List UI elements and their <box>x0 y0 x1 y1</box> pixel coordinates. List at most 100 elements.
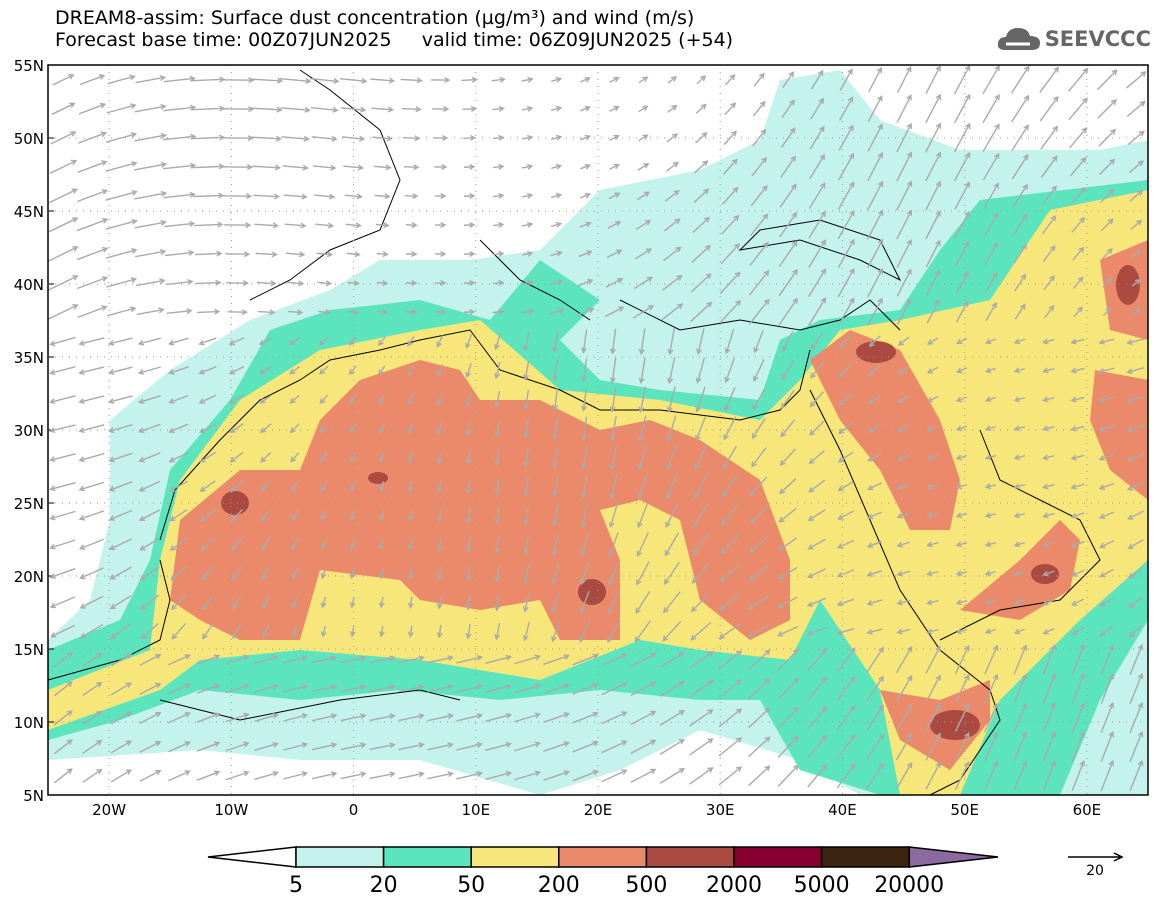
wind-arrow <box>320 452 328 463</box>
wind-arrow <box>637 473 648 500</box>
wind-arrow <box>637 502 649 529</box>
wind-arrow <box>349 394 357 405</box>
wind-arrow <box>195 279 222 286</box>
wind-arrow <box>837 267 855 298</box>
wind-arrow <box>53 710 73 726</box>
wind-arrow <box>694 474 708 499</box>
wind-arrow <box>581 358 588 383</box>
wind-arrow <box>514 654 542 665</box>
wind-arrow <box>436 508 443 523</box>
wind-arrow <box>750 185 768 207</box>
lat-label: 35N <box>14 349 44 367</box>
wind-arrow <box>718 623 741 640</box>
wind-arrow <box>696 328 705 355</box>
wind-arrow <box>1012 213 1028 236</box>
wind-arrow <box>405 309 418 316</box>
wind-arrow <box>1013 243 1027 264</box>
wind-arrow <box>78 102 107 115</box>
wind-arrow <box>1129 643 1144 676</box>
wind-arrow <box>695 386 706 413</box>
wind-arrow <box>283 713 309 722</box>
wind-arrow <box>523 447 530 468</box>
wind-arrow <box>376 280 389 287</box>
wind-arrow <box>953 64 971 95</box>
wind-arrow <box>665 473 678 500</box>
wind-arrow <box>436 421 443 436</box>
wind-arrow <box>53 681 73 697</box>
wind-arrow <box>808 239 827 268</box>
wind-arrow <box>836 647 856 673</box>
wind-arrow <box>549 279 564 286</box>
wind-arrow <box>106 277 138 288</box>
wind-arrow <box>262 624 270 639</box>
wind-arrow <box>523 418 530 439</box>
wind-arrow <box>748 736 771 758</box>
wind-arrow <box>200 566 215 581</box>
lat-label: 50N <box>14 130 44 148</box>
wind-arrow <box>106 306 137 317</box>
wind-arrow <box>465 334 473 349</box>
wind-arrow <box>984 731 999 762</box>
wind-arrow <box>283 742 309 751</box>
wind-arrow <box>260 480 272 493</box>
wind-arrow <box>664 190 680 202</box>
wind-arrow <box>494 477 501 496</box>
wind-arrow <box>378 452 385 464</box>
wind-arrow <box>1010 65 1030 94</box>
wind-arrow <box>721 186 739 205</box>
wind-arrow <box>630 739 657 755</box>
wind-arrow <box>82 710 103 725</box>
wind-arrow <box>954 181 970 210</box>
wind-arrow <box>551 533 559 556</box>
wind-arrow <box>49 567 76 579</box>
wind-arrow <box>196 770 221 781</box>
wind-arrow <box>1011 124 1029 151</box>
wind-arrow <box>630 681 657 697</box>
wind-arrow <box>170 594 187 611</box>
wind-arrow <box>1101 248 1113 260</box>
wind-arrow <box>1042 396 1055 403</box>
wind-arrow <box>552 475 559 498</box>
wind-arrow <box>494 361 501 380</box>
wind-arrow <box>48 304 79 320</box>
wind-arrow <box>896 599 911 606</box>
wind-arrow <box>407 538 414 551</box>
dust-level-500 <box>578 579 606 605</box>
wind-arrow <box>49 336 76 347</box>
wind-arrow <box>315 222 335 229</box>
wind-arrow <box>225 654 250 665</box>
wind-arrow <box>984 760 999 791</box>
wind-arrow <box>663 246 682 262</box>
wind-arrow <box>926 599 939 606</box>
wind-arrow <box>492 192 505 199</box>
dust-level-200 <box>810 330 960 530</box>
wind-arrow <box>984 570 997 577</box>
wind-vectors <box>48 64 1147 792</box>
wind-arrow <box>49 366 76 376</box>
wind-arrow <box>340 742 367 751</box>
wind-arrow <box>836 539 855 549</box>
wind-arrow <box>311 742 338 751</box>
wind-arrow <box>82 681 103 696</box>
wind-arrow <box>776 625 799 637</box>
colorbar-swatch <box>382 846 472 868</box>
wind-arrow <box>984 454 997 461</box>
wind-arrow <box>866 599 883 606</box>
wind-arrow <box>312 164 337 171</box>
wind-arrow <box>404 193 419 200</box>
wind-arrow <box>722 445 737 469</box>
wind-arrow <box>748 678 771 700</box>
wind-arrow <box>290 480 300 492</box>
wind-arrow <box>749 506 768 525</box>
lat-label: 40N <box>14 276 44 294</box>
wind-arrow <box>522 592 530 613</box>
wind-arrow <box>581 329 588 354</box>
wind-arrow <box>749 269 770 296</box>
wind-arrow <box>139 769 162 782</box>
wind-arrow <box>289 365 301 375</box>
wind-arrow <box>609 444 618 471</box>
wind-arrow <box>465 391 472 408</box>
wind-arrow <box>1013 673 1028 704</box>
wind-arrow <box>578 250 593 258</box>
wind-arrow <box>659 710 686 726</box>
